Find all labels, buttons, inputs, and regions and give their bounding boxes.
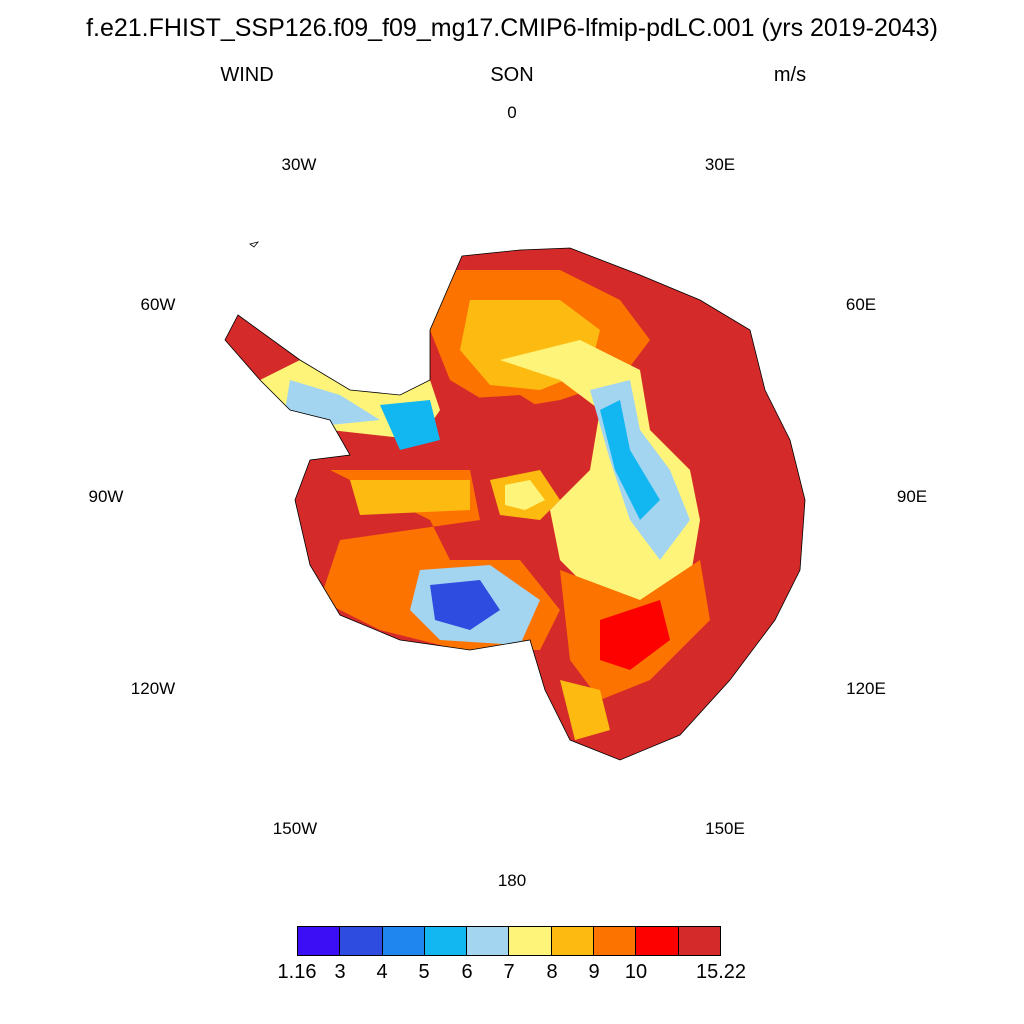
wind-region-wilkes-inner [600,600,670,670]
wind-region-weddell-low [380,400,440,450]
wind-region-pole-center [505,480,545,510]
lon-label-0: 0 [507,103,517,122]
lon-label-150w: 150W [272,819,318,838]
lon-label-30w: 30W [281,155,317,174]
colorbar-tick-label: 1.16 [277,961,317,983]
colorbar-swatch [382,927,425,955]
wind-region-ross-min [430,580,500,630]
colorbar-tick-label: 6 [461,961,473,983]
colorbar-swatch [340,927,383,955]
lon-label-30e: 30E [704,155,736,174]
colorbar-swatch [678,927,720,955]
wind-region-victoria-land [560,680,610,740]
lon-label-120w: 120W [130,679,176,698]
units-label: m/s [773,64,807,86]
colorbar-tick-label: 8 [546,961,558,983]
colorbar-tick-label: 4 [376,961,388,983]
plot-title: f.e21.FHIST_SSP126.f09_f09_mg17.CMIP6-lf… [86,14,938,42]
colorbar-swatch [467,927,510,955]
colorbar-swatch [424,927,468,955]
colorbar-swatch [594,927,637,955]
wind-region-lambert-core [440,395,560,480]
colorbar-tick-label: 7 [503,961,515,983]
wind-region-plateau-min [600,400,660,520]
wind-region-peninsula-low [285,380,380,425]
island-outline [249,241,260,248]
variable-label: WIND [220,64,274,86]
colorbar-swatch [509,927,552,955]
lon-label-60e: 60E [845,295,877,314]
lon-label-180: 180 [497,871,527,890]
lon-label-90w: 90W [88,487,124,506]
colorbar [297,926,721,956]
colorbar-tick-label: 3 [334,961,346,983]
lon-label-90e: 90E [896,487,928,506]
colorbar-swatch [551,927,595,955]
colorbar-tick-label: 15.22 [695,961,747,983]
season-label: SON [490,64,534,86]
colorbar-tick-label: 9 [588,961,600,983]
colorbar-tick-label: 5 [418,961,430,983]
colorbar-swatch [298,927,341,955]
wind-field [225,248,805,760]
lon-label-150e: 150E [705,819,745,838]
lon-label-60w: 60W [140,295,176,314]
coastline [224,247,806,761]
colorbar-swatch [636,927,679,955]
colorbar-tick-label: 10 [624,961,648,983]
wind-region-west-inner [350,480,470,515]
lon-label-120e: 120E [846,679,886,698]
